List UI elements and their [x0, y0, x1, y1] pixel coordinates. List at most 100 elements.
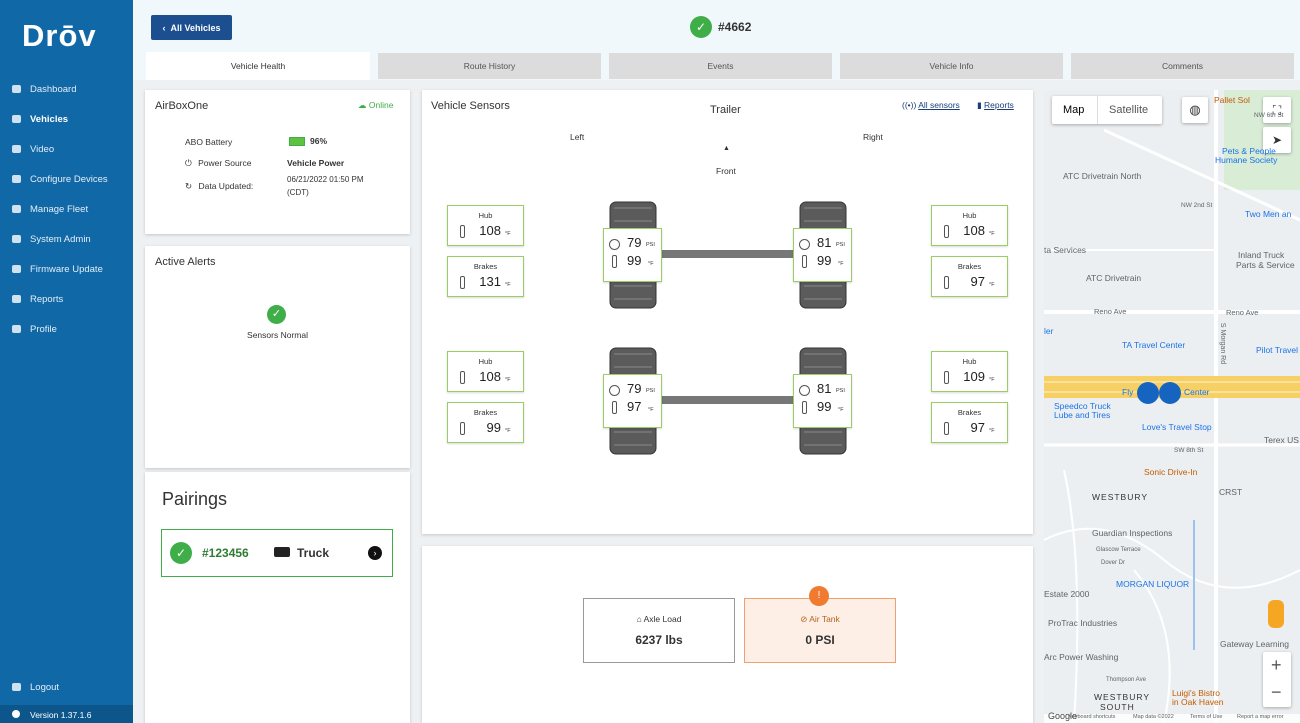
zoom-control[interactable]: + − [1263, 652, 1291, 707]
air-tank-label-text: Air Tank [809, 614, 840, 624]
sensor-label: Hub [962, 357, 977, 366]
map-type-toggle[interactable]: Map Satellite [1052, 96, 1162, 124]
front-arrow: ▲ [723, 145, 730, 152]
pegman[interactable] [1268, 600, 1284, 628]
device-title: AirBoxOne [155, 100, 209, 112]
tab[interactable]: Route History [378, 53, 601, 79]
map-label: Sonic Drive-In [1144, 467, 1198, 477]
map-label: Terex US [1264, 435, 1299, 445]
sensor-value: 109 [963, 369, 985, 384]
unit: °F [505, 428, 511, 434]
link-text[interactable]: All sensors [918, 100, 960, 110]
link[interactable]: ▮ Reports [977, 100, 1014, 110]
tire-box: 79 PSI 99 °F [603, 228, 662, 282]
alerts-card: Active Alerts ✓ Sensors Normal [145, 246, 410, 468]
locate-button[interactable]: ➤ [1263, 127, 1291, 153]
tab[interactable]: Comments [1071, 53, 1294, 79]
map-label: Two Men an [1245, 209, 1292, 219]
alerts-title: Active Alerts [155, 256, 216, 268]
map-label: TA Travel Center [1122, 340, 1186, 350]
map[interactable]: Map Satellite ◍ ⛶ ➤ + − Pallet Sol NW 6t… [1044, 90, 1300, 723]
updated-label-text: Data Updated: [198, 181, 254, 191]
nav-item[interactable]: Video [30, 144, 55, 155]
pressure-value: 81 [817, 235, 832, 250]
map-label: Center [1184, 387, 1210, 397]
unit: PSI [836, 242, 845, 248]
pressure-value: 79 [627, 381, 642, 396]
axle-bar [655, 250, 800, 258]
back-button[interactable]: ‹ All Vehicles [151, 15, 232, 40]
sensor-label: Brakes [957, 408, 982, 417]
sensors-title: Vehicle Sensors [431, 100, 510, 112]
version-bar: Version 1.37.1.6 [0, 705, 133, 723]
unit: °F [505, 231, 511, 237]
map-label: Lube and Tires [1054, 410, 1111, 420]
unit: °F [648, 407, 654, 413]
zoom-out[interactable]: − [1271, 682, 1282, 702]
map-label: NW 2nd St [1181, 202, 1213, 209]
tab[interactable]: Vehicle Health [146, 52, 370, 80]
map-label: Parts & Service [1236, 260, 1295, 270]
sensor-value: 97 [970, 274, 985, 289]
unit: °F [989, 428, 995, 434]
nav-item[interactable]: System Admin [30, 234, 91, 245]
thermometer-icon [802, 255, 807, 268]
map-label: Dover Dr [1101, 560, 1126, 566]
unit: °F [838, 407, 844, 413]
map-footer-text[interactable]: Terms of Use [1190, 714, 1223, 720]
unit: PSI [836, 388, 845, 394]
pairings-title: Pairings [162, 489, 228, 509]
sensor-label: Hub [478, 357, 493, 366]
map-footer-text[interactable]: Keyboard shortcuts [1068, 714, 1116, 720]
battery-value: 96% [310, 136, 328, 146]
air-tank-value: 0 PSI [805, 633, 835, 647]
link-text[interactable]: Reports [984, 100, 1014, 110]
gauge-icon [799, 385, 810, 396]
zoom-in[interactable]: + [1271, 655, 1282, 675]
air-tank-box: ⊘ Air Tank 0 PSI [744, 598, 896, 663]
unit: PSI [646, 388, 655, 394]
sensor-value: 108 [479, 223, 501, 238]
nav-item[interactable]: Manage Fleet [30, 204, 89, 215]
nav-item[interactable]: Dashboard [30, 84, 77, 95]
gauge-icon [609, 239, 620, 250]
truck-icon [274, 547, 290, 557]
axle-load-value: 6237 lbs [635, 633, 683, 647]
air-tank-label: ⊘ Air Tank [800, 614, 840, 624]
map-label: Thompson Ave [1106, 677, 1146, 683]
sensor-box: Brakes 97 °F [931, 256, 1008, 297]
nav-item[interactable]: Firmware Update [30, 264, 103, 275]
sensors-card: Vehicle Sensors Trailer ((•)) All sensor… [422, 90, 1033, 534]
logout[interactable]: Logout [30, 682, 60, 693]
fullscreen-button[interactable]: ⛶ [1263, 97, 1291, 123]
tab[interactable]: Vehicle Info [840, 53, 1063, 79]
sensor-value: 108 [479, 369, 501, 384]
nav-item[interactable]: Configure Devices [30, 174, 108, 185]
thermometer-icon [612, 401, 617, 414]
sensor-box: Hub 108 °F [447, 205, 524, 246]
map-label: Pilot Travel C [1256, 345, 1300, 355]
link[interactable]: ((•)) All sensors [902, 100, 960, 110]
nav-item[interactable]: Reports [30, 294, 64, 305]
sensor-box: Hub 108 °F [447, 351, 524, 392]
pairing-item[interactable]: ✓ #123456 Truck › [161, 529, 393, 577]
nav-item[interactable]: Vehicles [30, 114, 69, 125]
unit: °F [648, 261, 654, 267]
map-label: Reno Ave [1094, 307, 1127, 316]
pressure-value: 81 [817, 381, 832, 396]
thermometer-icon [460, 371, 465, 384]
logo[interactable]: Drōv [22, 18, 97, 53]
tab[interactable]: Events [609, 53, 832, 79]
sidebar: Drōv Dashboard Vehicles Video Configure … [0, 0, 133, 723]
map-button[interactable]: Map [1063, 104, 1085, 116]
map-label: ATC Drivetrain [1086, 273, 1142, 283]
front-label: Front [716, 166, 736, 176]
temp-value: 99 [627, 253, 642, 268]
map-label: Pets & People [1222, 146, 1276, 156]
nav-item[interactable]: Profile [30, 324, 57, 335]
left-label: Left [570, 132, 585, 142]
map-label: S Morgan Rd [1219, 322, 1227, 365]
globe-button[interactable]: ◍ [1182, 97, 1208, 123]
map-footer-text[interactable]: Report a map error [1237, 714, 1284, 720]
map-button[interactable]: Satellite [1109, 104, 1149, 116]
